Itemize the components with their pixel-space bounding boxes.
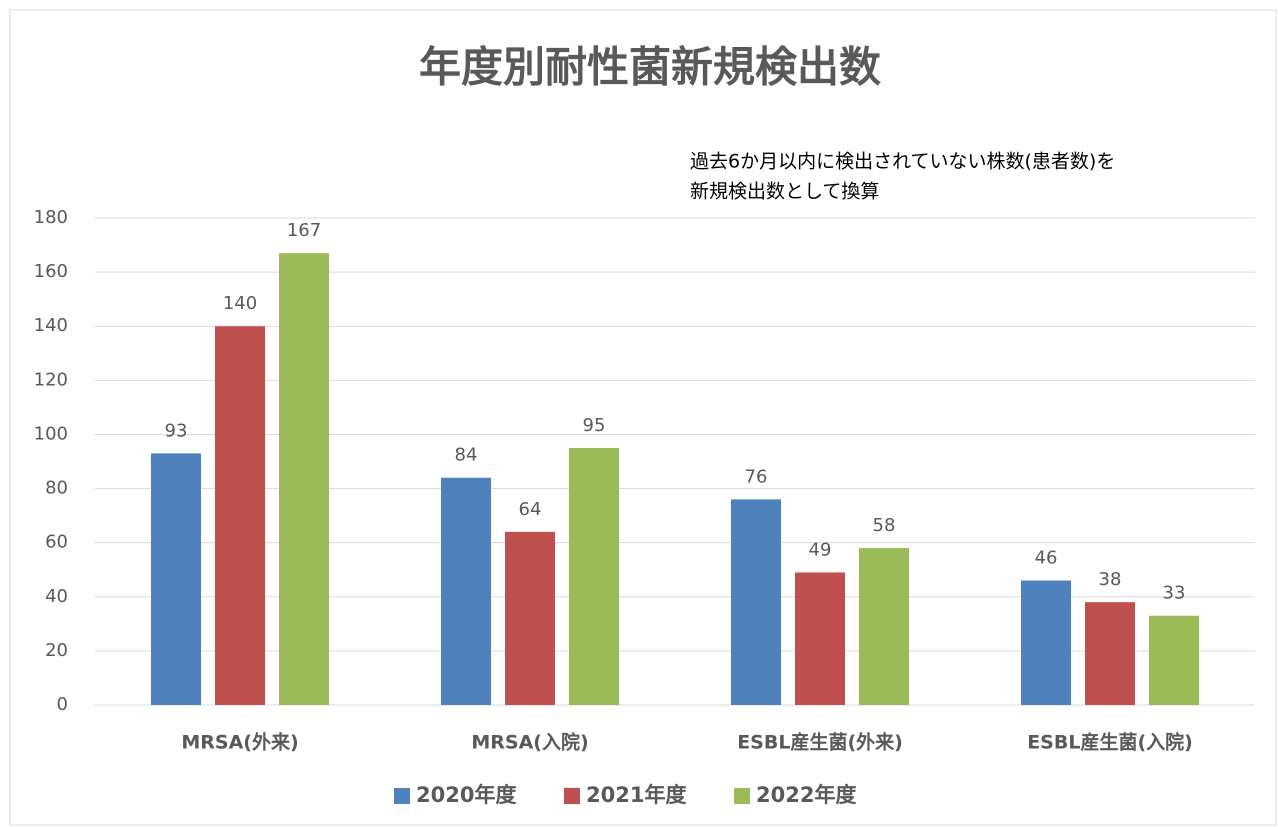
- legend-label: 2021年度: [586, 783, 686, 807]
- y-tick-label: 0: [57, 694, 68, 715]
- x-tick-label: ESBL産生菌(入院): [1027, 731, 1193, 754]
- x-tick-label: MRSA(外来): [181, 731, 298, 754]
- bar: [569, 447, 619, 705]
- data-label: 46: [1035, 548, 1058, 569]
- data-label: 167: [287, 220, 321, 241]
- y-tick-label: 140: [34, 315, 68, 336]
- y-tick-label: 20: [45, 640, 68, 661]
- bar: [505, 531, 555, 705]
- data-label: 95: [583, 415, 606, 436]
- annotation: 新規検出数として換算: [690, 181, 879, 203]
- data-label: 64: [519, 499, 542, 520]
- legend-swatch: [734, 788, 750, 804]
- bar: [1149, 615, 1199, 705]
- data-label: 33: [1163, 583, 1186, 604]
- y-tick-label: 180: [34, 207, 68, 228]
- x-tick-label: ESBL産生菌(外来): [737, 731, 903, 754]
- bar: [441, 477, 491, 705]
- y-tick-label: 160: [34, 261, 68, 282]
- data-label: 58: [873, 515, 896, 536]
- bar: [279, 253, 329, 705]
- bar: [1021, 580, 1071, 705]
- x-tick-label: MRSA(入院): [471, 731, 588, 754]
- bar: [859, 548, 909, 705]
- chart-title: 年度別耐性菌新規検出数: [419, 43, 881, 92]
- data-label: 84: [455, 445, 478, 466]
- legend-label: 2022年度: [756, 783, 856, 807]
- y-tick-label: 60: [45, 532, 68, 553]
- y-tick-label: 100: [34, 423, 68, 444]
- legend-swatch: [394, 788, 410, 804]
- data-label: 140: [223, 293, 257, 314]
- data-label: 38: [1099, 569, 1122, 590]
- y-tick-label: 80: [45, 478, 68, 499]
- legend-swatch: [564, 788, 580, 804]
- bar: [731, 499, 781, 705]
- legend-label: 2020年度: [416, 783, 516, 807]
- bar: [151, 453, 201, 705]
- data-label: 49: [809, 539, 832, 560]
- y-tick-label: 40: [45, 586, 68, 607]
- data-label: 93: [165, 420, 188, 441]
- bar: [795, 572, 845, 705]
- bar: [1085, 602, 1135, 705]
- data-label: 76: [745, 466, 768, 487]
- y-tick-label: 120: [34, 369, 68, 390]
- bar: [215, 326, 265, 705]
- annotation: 過去6か月以内に検出されていない株数(患者数)を: [690, 151, 1115, 173]
